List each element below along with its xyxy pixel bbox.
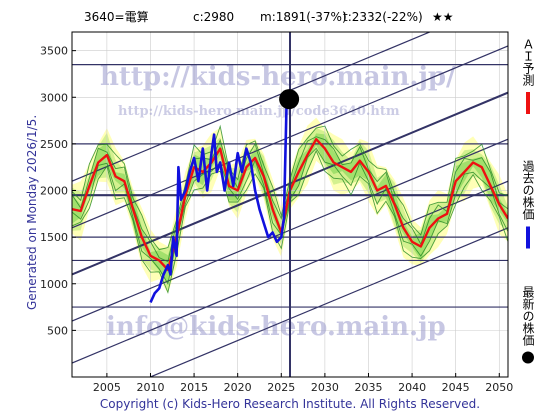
copyright-footer: Copyright (c) Kids-Hero Research Institu… bbox=[100, 397, 480, 411]
latest-price-marker bbox=[279, 89, 300, 110]
watermark-url-code: http://kids-hero.main.jp/code3640.htm bbox=[118, 104, 400, 119]
x-tick-label: 2015 bbox=[180, 381, 208, 394]
legend-label: ＡＩ予測 bbox=[521, 38, 535, 87]
x-tick-label: 2020 bbox=[224, 381, 252, 394]
legend-dot-marker bbox=[522, 351, 534, 364]
x-tick-label: 2050 bbox=[485, 381, 513, 394]
generated-caption: Generated on Monday 2026/1/5. bbox=[25, 115, 39, 310]
legend-label: 過去の株価 bbox=[521, 160, 535, 220]
x-tick-label: 2040 bbox=[398, 381, 426, 394]
x-tick-label: 2045 bbox=[442, 381, 470, 394]
header-rating-stars: ★★ bbox=[432, 10, 454, 24]
watermark-layer: http://kids-hero.main.jp/ http://kids-he… bbox=[100, 62, 456, 342]
watermark-url-main: http://kids-hero.main.jp/ bbox=[100, 62, 456, 92]
x-tick-label: 2010 bbox=[136, 381, 164, 394]
y-tick-label: 3500 bbox=[40, 45, 68, 58]
header-target-price: t:2332(-22%) bbox=[343, 10, 423, 24]
latest-price-dot bbox=[279, 89, 300, 110]
x-tick-label: 2005 bbox=[93, 381, 121, 394]
axis-ticks: 2005 2010 2015 2020 2025 2030 2035 2040 2045 2050… bbox=[40, 45, 513, 394]
watermark-email: info@kids-hero.main.jp bbox=[106, 312, 446, 342]
y-tick-label: 3000 bbox=[40, 91, 68, 104]
header-close-price: c:2980 bbox=[193, 10, 234, 24]
y-tick-label: 500 bbox=[47, 324, 68, 337]
y-tick-label: 1000 bbox=[40, 278, 68, 291]
legend-label: 最新の株価 bbox=[521, 286, 535, 346]
y-tick-label: 1500 bbox=[40, 231, 68, 244]
x-tick-label: 2025 bbox=[267, 381, 295, 394]
y-tick-label: 2500 bbox=[40, 138, 68, 151]
header-min-price: m:1891(-37%) bbox=[260, 10, 347, 24]
y-tick-label: 2000 bbox=[40, 185, 68, 198]
plot-frame bbox=[71, 31, 509, 378]
header-code-name: 3640=電算 bbox=[84, 9, 149, 24]
past-price-line bbox=[149, 98, 291, 303]
x-tick-label: 2030 bbox=[311, 381, 339, 394]
x-tick-label: 2035 bbox=[354, 381, 382, 394]
